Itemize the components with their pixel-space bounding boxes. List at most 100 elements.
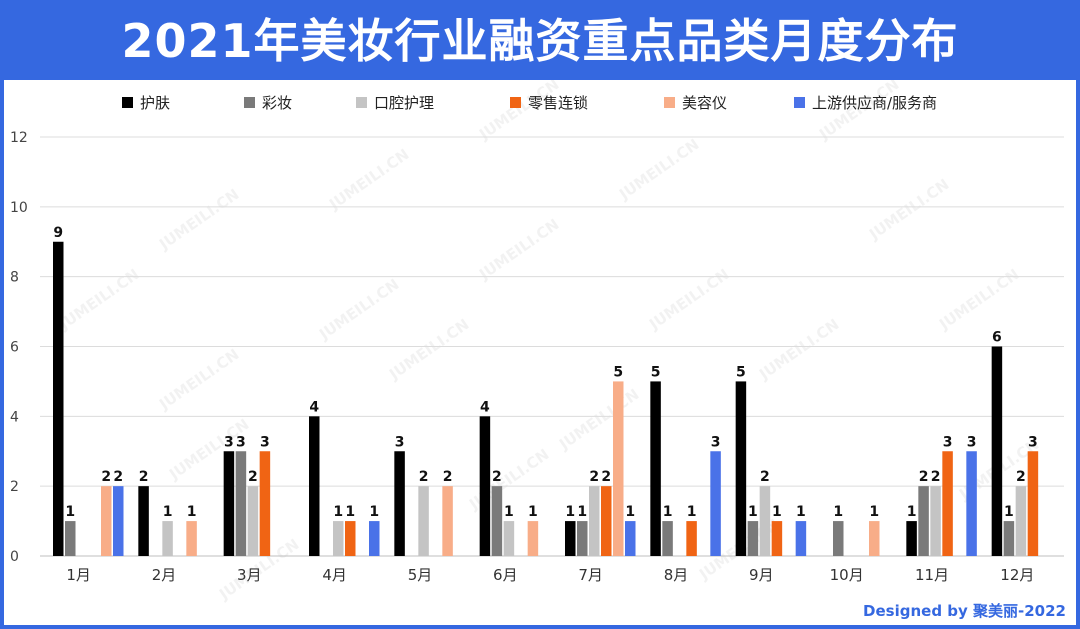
watermark-text: JUMEILI.CN bbox=[315, 275, 402, 344]
x-tick-label: 12月 bbox=[1000, 566, 1034, 584]
watermark-text: JUMEILI.CN bbox=[645, 265, 732, 334]
bar bbox=[491, 486, 503, 556]
data-label: 2 bbox=[1016, 469, 1026, 485]
legend-label: 护肤 bbox=[140, 94, 170, 112]
data-label: 2 bbox=[113, 469, 123, 485]
y-tick-label: 6 bbox=[10, 340, 19, 356]
legend-swatch bbox=[122, 97, 133, 108]
bar bbox=[394, 451, 405, 556]
bar bbox=[1003, 521, 1015, 556]
y-tick-label: 8 bbox=[10, 270, 19, 286]
data-label: 5 bbox=[651, 364, 661, 380]
watermark-text: JUMEILI.CN bbox=[615, 135, 702, 204]
bar bbox=[101, 486, 112, 556]
bar bbox=[613, 381, 624, 556]
legend-swatch bbox=[356, 97, 367, 108]
legend-label: 彩妆 bbox=[262, 94, 292, 112]
bar bbox=[869, 521, 880, 556]
bar bbox=[918, 486, 929, 556]
data-label: 3 bbox=[224, 434, 234, 450]
bar bbox=[247, 486, 259, 556]
data-label: 1 bbox=[163, 504, 173, 520]
data-label: 1 bbox=[687, 504, 697, 520]
bar bbox=[771, 521, 783, 556]
bar bbox=[1015, 486, 1027, 556]
bar bbox=[113, 486, 124, 556]
x-tick-label: 1月 bbox=[66, 566, 91, 584]
data-label: 2 bbox=[589, 469, 599, 485]
data-label: 3 bbox=[260, 434, 270, 450]
watermark-text: JUMEILI.CN bbox=[55, 265, 142, 334]
data-label: 4 bbox=[480, 399, 490, 415]
watermark-text: JUMEILI.CN bbox=[475, 215, 562, 284]
bar bbox=[966, 451, 977, 556]
data-label: 1 bbox=[772, 504, 782, 520]
data-label: 3 bbox=[943, 434, 953, 450]
bar bbox=[138, 486, 149, 556]
data-label: 2 bbox=[931, 469, 941, 485]
data-label: 1 bbox=[65, 504, 75, 520]
x-tick-label: 6月 bbox=[493, 566, 518, 584]
watermark-text: JUMEILI.CN bbox=[325, 145, 412, 214]
data-label: 1 bbox=[345, 504, 355, 520]
data-label: 1 bbox=[504, 504, 514, 520]
data-label: 2 bbox=[101, 469, 111, 485]
data-label: 1 bbox=[1004, 504, 1014, 520]
watermark-text: JUMEILI.CN bbox=[555, 385, 642, 454]
legend-swatch bbox=[244, 97, 255, 108]
chart-panel: JUMEILI.CN JUMEILI.CN JUMEILI.CN JUMEILI.CN… bbox=[4, 80, 1076, 625]
data-label: 1 bbox=[907, 504, 917, 520]
watermark-text: JUMEILI.CN bbox=[935, 265, 1022, 334]
data-label: 6 bbox=[992, 330, 1002, 346]
bar bbox=[662, 521, 673, 556]
y-tick-label: 12 bbox=[10, 130, 28, 146]
y-tick-label: 10 bbox=[10, 200, 28, 216]
data-label: 9 bbox=[53, 225, 63, 241]
data-label: 1 bbox=[833, 504, 843, 520]
watermark-text: JUMEILI.CN bbox=[155, 345, 242, 414]
bar bbox=[223, 451, 235, 556]
bar bbox=[625, 521, 636, 556]
bar bbox=[710, 451, 721, 556]
data-label: 3 bbox=[395, 434, 405, 450]
bar bbox=[735, 381, 747, 556]
bar bbox=[686, 521, 697, 556]
data-label: 1 bbox=[187, 504, 197, 520]
bar bbox=[259, 451, 271, 556]
legend-label: 零售连锁 bbox=[528, 94, 588, 112]
data-label: 2 bbox=[248, 469, 258, 485]
data-label: 1 bbox=[748, 504, 758, 520]
data-label: 1 bbox=[565, 504, 575, 520]
chart-title: 2021年美妆行业融资重点品类月度分布 bbox=[121, 14, 959, 68]
data-label: 2 bbox=[492, 469, 502, 485]
legend-label: 口腔护理 bbox=[374, 94, 434, 112]
bar bbox=[333, 521, 344, 556]
data-label: 3 bbox=[967, 434, 977, 450]
data-label: 3 bbox=[1028, 434, 1038, 450]
data-label: 1 bbox=[625, 504, 635, 520]
bar bbox=[442, 486, 453, 556]
data-label: 4 bbox=[309, 399, 319, 415]
watermark-text: JUMEILI.CN bbox=[865, 175, 952, 244]
x-tick-label: 5月 bbox=[408, 566, 433, 584]
bar bbox=[577, 521, 588, 556]
bar bbox=[759, 486, 771, 556]
x-tick-label: 8月 bbox=[664, 566, 689, 584]
bar bbox=[418, 486, 429, 556]
y-tick-label: 2 bbox=[10, 479, 19, 495]
bar bbox=[589, 486, 600, 556]
data-label: 1 bbox=[369, 504, 379, 520]
legend-swatch bbox=[794, 97, 805, 108]
bar bbox=[309, 416, 320, 556]
data-label: 1 bbox=[869, 504, 879, 520]
data-label: 2 bbox=[443, 469, 453, 485]
bar bbox=[942, 451, 953, 556]
watermark-text: JUMEILI.CN bbox=[755, 315, 842, 384]
watermark-text: JUMEILI.CN bbox=[155, 185, 242, 254]
bar bbox=[65, 521, 76, 556]
bar bbox=[565, 521, 576, 556]
bar bbox=[162, 521, 173, 556]
data-label: 1 bbox=[577, 504, 587, 520]
bar bbox=[795, 521, 807, 556]
